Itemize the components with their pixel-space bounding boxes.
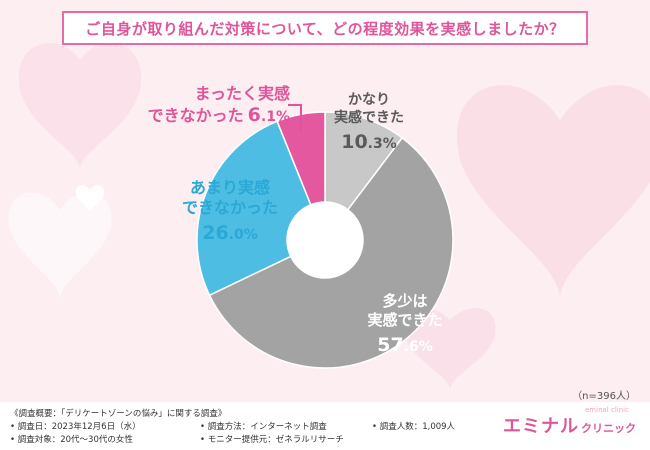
survey-overview: 《調査概要：「デリケートゾーンの悩み」に関する調査》 [10,409,227,419]
chart-title: ご自身が取り組んだ対策について、どの程度効果を実感しましたか？ [62,11,588,45]
donut-hole [287,202,363,278]
donut-chart [196,111,454,369]
background-hearts [18,43,650,390]
survey-provider: • モニター提供元：ゼネラルリサーチ [200,435,344,445]
survey-count: • 調査人数：1,009人 [372,422,456,432]
survey-footer: 《調査概要：「デリケートゾーンの悩み」に関する調査》 • 調査日：2023年12… [0,402,650,450]
label-somewhat-effective: 多少は 実感できた 57.6% [367,292,443,356]
leader-line [288,104,302,132]
survey-method: • 調査方法：インターネット調査 [200,422,327,432]
survey-target: • 調査対象：20代〜30代の女性 [10,435,133,445]
sample-size-note: （n=396人） [572,391,636,402]
label-very-effective: かなり 実感できた 10.3% [334,92,404,153]
label-not-very-effective: あまり実感 できなかった 26.0% [181,178,278,244]
clinic-logo: eminal clinic エミナル クリニック [503,406,636,437]
survey-date: • 調査日：2023年12月6日（水） [10,422,141,432]
label-not-effective-at-all: まったく実感 できなかった 6.1% [147,84,290,126]
